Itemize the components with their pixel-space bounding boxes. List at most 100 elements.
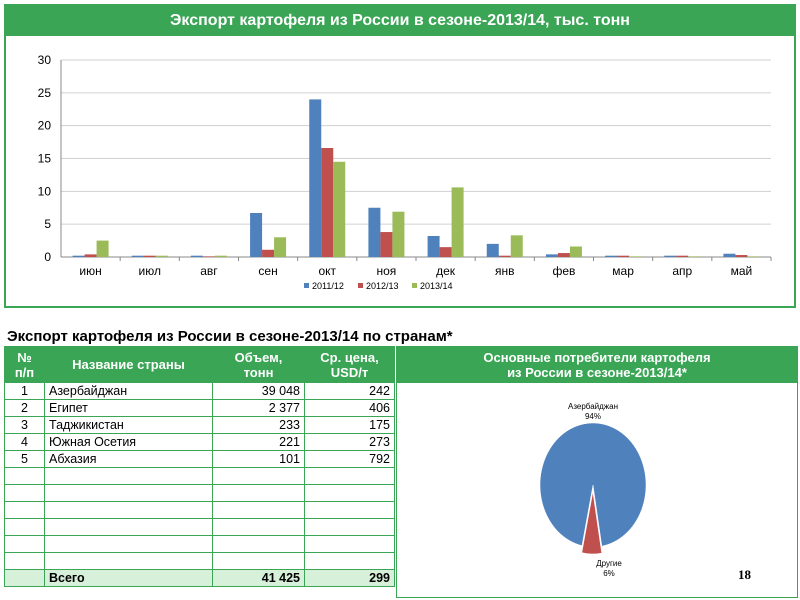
bar-2012/13: [557, 253, 570, 257]
table-row: 4 Южная Осетия 221 273: [4, 433, 395, 451]
legend-label: 2013/14: [420, 281, 453, 291]
pie-label-percent: 6%: [603, 569, 615, 578]
empty-cell: [304, 552, 395, 570]
legend-swatch: [304, 283, 309, 288]
price-value: 273: [304, 433, 395, 451]
volume-value: 101: [212, 450, 305, 468]
bar-2012/13: [321, 147, 334, 257]
empty-cell: [4, 467, 45, 485]
empty-table-row: [4, 484, 395, 502]
header-number-line1: №: [17, 349, 32, 365]
bar-2012/13: [380, 232, 393, 257]
volume-value: 39 048: [212, 382, 305, 400]
bar-2011/12: [486, 243, 499, 257]
empty-cell: [44, 467, 213, 485]
table-body: 1 Азербайджан 39 048 242 2 Египет 2 377 406 3 Тад…: [4, 382, 395, 587]
bar-2013/14: [96, 240, 109, 257]
country-table: № п/п Название страны Объем, тонн Ср. цена…: [4, 346, 395, 587]
x-tick-label: апр: [672, 264, 692, 278]
bar-2013/14: [333, 161, 346, 257]
empty-cell: [304, 518, 395, 536]
empty-table-row: [4, 467, 395, 485]
empty-cell: [212, 518, 305, 536]
x-tick-label: авг: [200, 264, 218, 278]
bar-2012/13: [617, 255, 630, 257]
volume-value: 233: [212, 416, 305, 434]
empty-cell: [304, 467, 395, 485]
pie-title-line2: из России в сезоне-2013/14*: [507, 365, 687, 380]
x-tick-label: май: [731, 264, 753, 278]
bar-2012/13: [439, 247, 452, 257]
empty-table-row: [4, 501, 395, 519]
legend-swatch: [412, 283, 417, 288]
table-header-row: № п/п Название страны Объем, тонн Ср. цена…: [4, 346, 395, 383]
total-index-cell: [4, 569, 45, 587]
header-volume-line2: тонн: [243, 364, 274, 380]
bar-2011/12: [131, 255, 144, 257]
row-number: 2: [4, 399, 45, 417]
y-tick-label: 0: [44, 250, 51, 264]
header-number: № п/п: [4, 346, 45, 383]
bar-2013/14: [392, 211, 405, 257]
x-tick-label: дек: [436, 264, 456, 278]
bar-2013/14: [629, 256, 642, 257]
header-price-line1: Ср. цена,: [320, 349, 379, 365]
header-number-line2: п/п: [14, 364, 35, 380]
bar-2011/12: [309, 99, 322, 258]
empty-cell: [4, 501, 45, 519]
row-number: 5: [4, 450, 45, 468]
bar-2013/14: [155, 255, 168, 257]
header-volume: Объем, тонн: [212, 346, 305, 383]
x-tick-label: июн: [79, 264, 101, 278]
pie-slice-azerbaijan: [539, 422, 647, 547]
price-value: 242: [304, 382, 395, 400]
country-name: Египет: [44, 399, 213, 417]
bar-2012/13: [676, 255, 689, 257]
empty-cell: [44, 552, 213, 570]
bar-2011/12: [664, 255, 677, 257]
empty-table-row: [4, 518, 395, 536]
empty-cell: [212, 552, 305, 570]
bar-2012/13: [143, 255, 156, 257]
pie-title-line1: Основные потребители картофеля: [483, 350, 711, 365]
y-tick-label: 20: [38, 119, 52, 133]
bar-2011/12: [723, 253, 736, 257]
pie-slice-others: [581, 491, 602, 555]
header-price-line2: USD/т: [330, 364, 369, 380]
y-tick-label: 10: [38, 184, 52, 198]
bar-2011/12: [72, 255, 85, 257]
bar-2011/12: [545, 254, 558, 257]
bar-2012/13: [498, 255, 511, 257]
bar-2013/14: [451, 187, 464, 257]
table-row: 2 Египет 2 377 406: [4, 399, 395, 417]
bar-chart: 0 5 10 15 20 25 30 июн июл авг сен окт ноя дек янв фев м…: [38, 53, 772, 291]
row-number: 4: [4, 433, 45, 451]
country-name: Южная Осетия: [44, 433, 213, 451]
legend-label: 2012/13: [366, 281, 399, 291]
header-country: Название страны: [44, 346, 213, 383]
empty-cell: [212, 535, 305, 553]
table-section-title: Экспорт картофеля из России в сезоне-201…: [7, 328, 453, 345]
volume-value: 2 377: [212, 399, 305, 417]
legend: 2011/12 2012/13 2013/14: [304, 281, 453, 291]
bar-2012/13: [735, 255, 748, 257]
bar-2011/12: [368, 207, 381, 257]
country-name: Азербайджан: [44, 382, 213, 400]
empty-cell: [44, 484, 213, 502]
empty-cell: [4, 484, 45, 502]
total-price: 299: [304, 569, 395, 587]
bar-2011/12: [605, 255, 618, 257]
price-value: 175: [304, 416, 395, 434]
empty-cell: [212, 501, 305, 519]
header-volume-line1: Объем,: [234, 349, 283, 365]
total-volume: 41 425: [212, 569, 305, 587]
bar-2012/13: [84, 254, 97, 257]
bar-2013/14: [747, 256, 760, 257]
x-tick-label: фев: [552, 264, 575, 278]
header-price: Ср. цена, USD/т: [304, 346, 395, 383]
y-tick-label: 15: [38, 152, 52, 166]
y-tick-label: 30: [38, 53, 52, 67]
x-tick-label: июл: [139, 264, 161, 278]
empty-cell: [4, 552, 45, 570]
